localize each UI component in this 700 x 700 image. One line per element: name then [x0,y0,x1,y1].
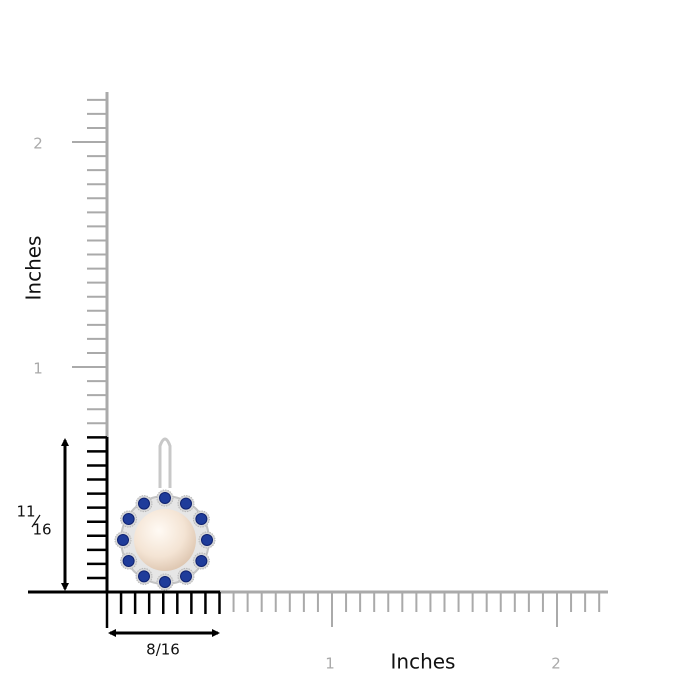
y-tick-label: 2 [33,135,43,153]
sapphire [122,513,135,525]
sapphire [159,492,171,504]
x-axis-label: Inches [391,650,456,674]
fraction-slash [31,514,41,528]
height-numerator: 11 [16,503,35,521]
sapphire [180,570,192,583]
y-axis-label: Inches [22,236,46,301]
sapphire [138,570,150,583]
y-tick-label: 1 [33,360,43,378]
sapphire [180,497,192,510]
rulers [28,92,608,628]
x-tick-label: 2 [551,655,561,673]
sapphire [122,555,135,567]
sapphire [195,513,208,525]
sapphire [117,534,129,546]
width-label: 8/16 [146,641,180,659]
x-tick-label: 1 [325,655,335,673]
sapphire [201,534,213,546]
sapphire [195,555,208,567]
pendant [114,437,216,591]
height-denominator: 16 [32,521,51,539]
pearl [134,509,196,571]
sapphire [159,576,171,588]
bail [158,437,172,488]
sapphire [138,497,150,510]
